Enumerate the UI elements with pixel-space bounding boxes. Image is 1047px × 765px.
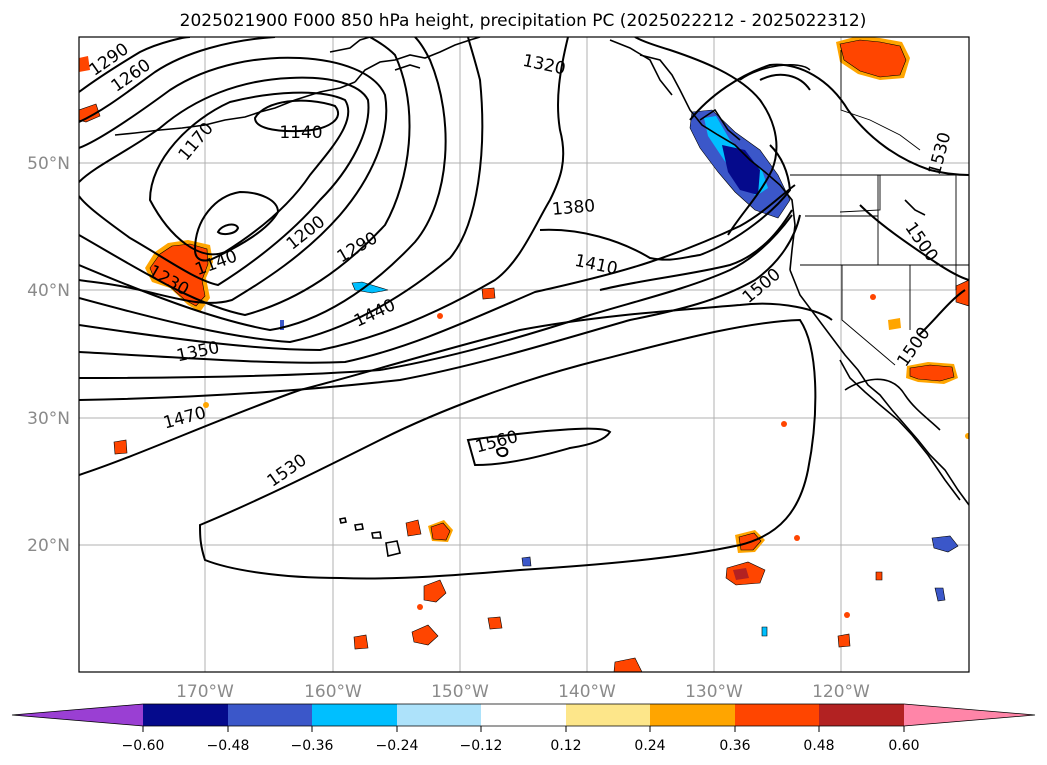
colorbar-tick-label: 0.60 [888, 738, 919, 754]
colorbar-under-triangle [12, 704, 143, 726]
colorbar-bin [312, 704, 397, 726]
contour-label: 1380 [551, 196, 596, 220]
lon-label: 120°W [812, 682, 870, 702]
colorbar-bin [819, 704, 904, 726]
contour-label: 1140 [279, 123, 322, 143]
colorbar-bin [566, 704, 650, 726]
colorbar-tick-label: −0.60 [122, 738, 165, 754]
lat-label: 40°N [27, 281, 70, 301]
colorbar-tick-label: 0.36 [719, 738, 750, 754]
colorbar-bin [481, 704, 566, 726]
colorbar: −0.60 −0.48 −0.36 −0.24 −0.12 0.12 0.24 … [12, 704, 1035, 754]
colorbar-tick-label: −0.24 [376, 738, 419, 754]
lon-label: 170°W [176, 682, 234, 702]
colorbar-tick-label: −0.36 [291, 738, 334, 754]
lat-label: 20°N [27, 536, 70, 556]
colorbar-over-triangle [904, 704, 1035, 726]
colorbar-tick-label: −0.48 [207, 738, 250, 754]
lon-label: 160°W [304, 682, 362, 702]
colorbar-tick-label: 0.12 [550, 738, 581, 754]
latitude-labels: 50°N 40°N 30°N 20°N [27, 154, 70, 556]
colorbar-bin [397, 704, 481, 726]
map-title: 2025021900 F000 850 hPa height, precipit… [180, 11, 867, 31]
longitude-labels: 170°W 160°W 150°W 140°W 130°W 120°W [176, 682, 870, 702]
colorbar-tick-label: 0.24 [634, 738, 665, 754]
colorbar-bin [143, 704, 228, 726]
lat-label: 30°N [27, 409, 70, 429]
colorbar-bin [228, 704, 312, 726]
colorbar-bin [735, 704, 819, 726]
lon-label: 130°W [685, 682, 743, 702]
colorbar-bin [650, 704, 735, 726]
lon-label: 140°W [558, 682, 616, 702]
lon-label: 150°W [431, 682, 489, 702]
lat-label: 50°N [27, 154, 70, 174]
colorbar-tick-label: −0.12 [460, 738, 503, 754]
colorbar-tick-label: 0.48 [803, 738, 834, 754]
